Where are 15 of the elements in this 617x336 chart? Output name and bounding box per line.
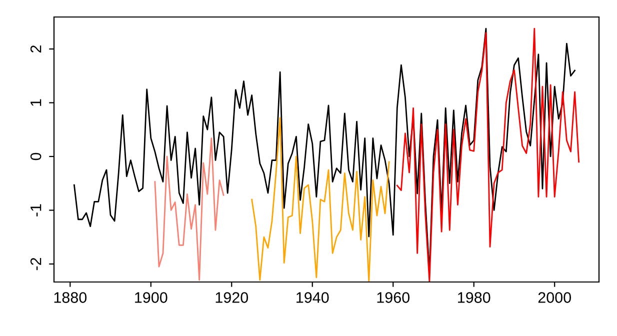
x-tick-label: 1940 bbox=[296, 292, 329, 303]
x-tick-label: 1980 bbox=[458, 292, 490, 303]
x-tick-label: 2000 bbox=[538, 292, 571, 303]
line-series bbox=[396, 28, 580, 282]
x-tick-label: 1900 bbox=[135, 292, 168, 303]
line-series bbox=[251, 117, 390, 282]
x-tick-label: 1960 bbox=[377, 292, 410, 303]
y-tick-label: 1 bbox=[30, 99, 42, 106]
y-tick-label: 0 bbox=[30, 152, 42, 160]
y-tick-label: 2 bbox=[30, 46, 42, 52]
y-tick-label: -1 bbox=[30, 204, 42, 216]
y-tick-label: -2 bbox=[30, 258, 42, 270]
line-series bbox=[154, 138, 224, 281]
x-tick-label: 1880 bbox=[54, 292, 87, 303]
x-tick-label: 1920 bbox=[216, 292, 248, 303]
